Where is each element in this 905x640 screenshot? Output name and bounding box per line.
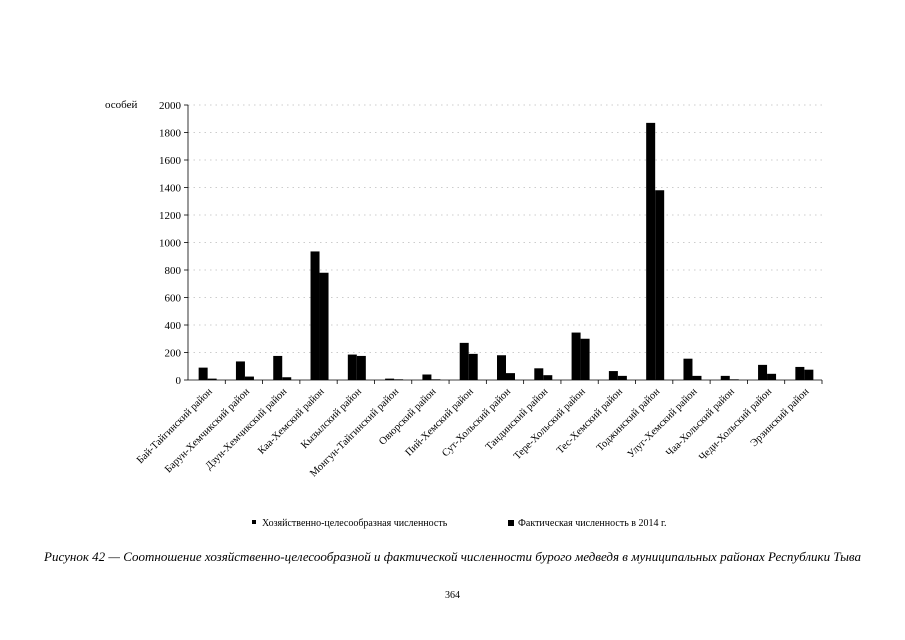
bar-target: [347, 354, 357, 380]
figure-caption: Рисунок 42 — Соотношение хозяйственно-це…: [44, 549, 861, 564]
x-category-label: Тере-Хольский район: [512, 386, 588, 462]
bar-actual: [468, 353, 478, 380]
y-tick-label: 800: [165, 265, 182, 277]
legend: Хозяйственно-целесообразная численность Ф…: [252, 518, 666, 529]
bar-actual: [282, 377, 292, 380]
x-category-label: Тандинский район: [484, 386, 551, 453]
bar-actual: [506, 373, 515, 380]
x-category-label: Чеди-Хольский район: [697, 386, 774, 463]
legend-swatch: [252, 520, 256, 524]
bar-actual: [655, 190, 665, 380]
y-tick-label: 2000: [159, 100, 182, 112]
bar-actual: [580, 338, 590, 380]
bar-target: [198, 367, 208, 380]
bar-actual: [319, 272, 329, 380]
bar-actual: [543, 375, 553, 380]
bar-chart: 0 200 400 600 800 1000 1200 1400 1600 1800 2000 ос…: [105, 99, 823, 529]
bar-target: [646, 122, 656, 380]
bar-target: [758, 364, 768, 380]
bar-target: [683, 358, 693, 380]
grid-lines: [188, 104, 822, 353]
bar-target: [273, 355, 283, 380]
y-axis-label: особей: [105, 99, 137, 111]
bar-target: [571, 332, 581, 380]
bar-target: [795, 366, 805, 380]
bar-actual: [767, 373, 777, 380]
y-tick-label: 1800: [159, 128, 182, 140]
bar-target: [422, 374, 432, 380]
x-category-label: Бай-Тайгинский район: [135, 386, 215, 466]
legend-swatch: [508, 520, 514, 526]
x-category-label: Каа-Хемский район: [256, 386, 327, 457]
y-tick-label: 400: [165, 320, 182, 332]
bar-target: [385, 378, 395, 380]
bar-actual: [692, 375, 702, 380]
x-category-label: Тес-Хемский район: [555, 386, 625, 456]
bar-actual: [244, 376, 254, 380]
x-category-label: Чаа-Хольский район: [664, 386, 737, 459]
bar-target: [608, 371, 618, 380]
bar-actual: [804, 369, 814, 380]
y-tick-label: 1000: [159, 238, 182, 250]
y-tick-label: 200: [165, 348, 182, 360]
bar-actual: [356, 355, 366, 380]
page-number: 364: [445, 590, 460, 601]
bar-target: [720, 375, 730, 380]
legend-label: Фактическая численность в 2014 г.: [518, 518, 666, 529]
bar-target: [459, 342, 469, 380]
bar-target: [497, 355, 506, 380]
y-tick-label: 1400: [159, 183, 182, 195]
bar-target: [235, 361, 245, 380]
bar-target: [310, 251, 320, 380]
bar-actual: [617, 375, 627, 380]
y-tick-label: 600: [165, 293, 182, 305]
y-axis: 0 200 400 600 800 1000 1200 1400 1600 1800 2000: [159, 100, 189, 387]
y-tick-label: 1200: [159, 210, 182, 222]
bars: [198, 122, 814, 380]
legend-label: Хозяйственно-целесообразная численность: [262, 518, 448, 529]
bar-actual: [207, 378, 217, 380]
x-category-label: Сут-Хольский район: [440, 386, 513, 459]
x-category-label: Тоджинский район: [595, 386, 663, 454]
x-category-label: Улуг-Хемский район: [626, 386, 700, 460]
y-tick-label: 0: [176, 375, 182, 387]
x-category-label: Пий-Хемский район: [404, 386, 477, 459]
y-tick-label: 1600: [159, 155, 182, 167]
bar-target: [534, 368, 544, 380]
